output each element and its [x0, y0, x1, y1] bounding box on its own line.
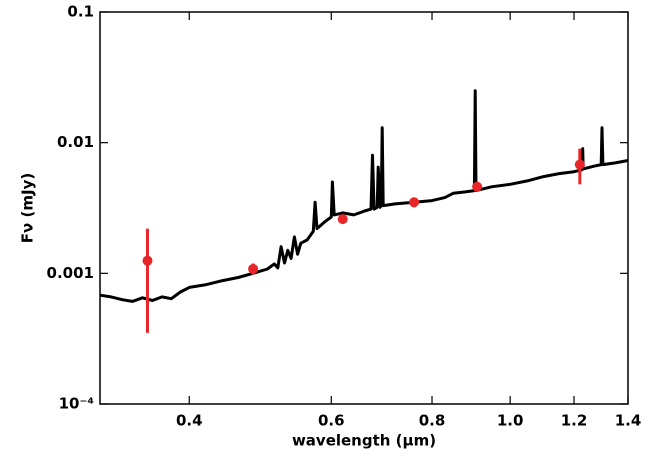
x-tick-label: 0.8 — [419, 412, 446, 430]
photometry-point — [142, 255, 153, 266]
x-axis-label: wavelength (μm) — [292, 432, 436, 450]
y-axis-label: Fν (mJy) — [19, 173, 37, 243]
y-tick-label: 0.1 — [67, 3, 94, 21]
photometry-point — [409, 197, 420, 208]
x-tick-label: 1.0 — [497, 412, 524, 430]
x-tick-label: 1.4 — [615, 412, 642, 430]
x-tick-label: 0.6 — [318, 412, 345, 430]
plot-frame — [99, 11, 629, 405]
spectrum-line — [99, 89, 629, 303]
y-tick-label: 10⁻⁴ — [59, 395, 94, 413]
x-tick-label: 1.2 — [561, 412, 588, 430]
y-tick-label: 0.01 — [57, 133, 94, 151]
y-tick-label: 0.001 — [47, 264, 94, 282]
photometry-point — [248, 263, 259, 274]
photometry-point — [574, 159, 585, 170]
photometry-point — [472, 181, 483, 192]
x-tick-label: 0.4 — [176, 412, 203, 430]
photometry-point — [337, 214, 348, 225]
